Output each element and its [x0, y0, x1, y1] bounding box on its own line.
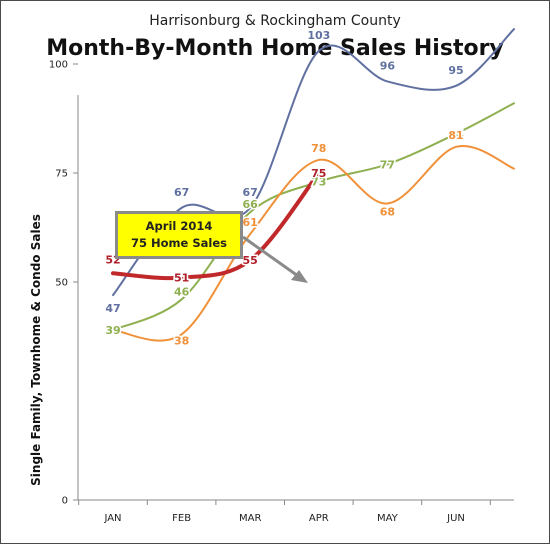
chart-subtitle: Harrisonburg & Rockingham County	[149, 13, 401, 29]
y-tick-label: 100	[49, 60, 68, 71]
series-line	[111, 171, 321, 281]
callout-box: April 2014 75 Home Sales	[115, 211, 243, 259]
callout-arrow	[242, 235, 308, 283]
x-tick-label: JAN	[103, 513, 121, 524]
data-label: 96	[380, 59, 396, 72]
arrow-head	[291, 270, 308, 283]
x-tick-label: MAY	[377, 513, 399, 524]
callout-line-1: April 2014	[145, 219, 213, 233]
data-label: 47	[105, 302, 120, 315]
data-label: 61	[243, 216, 258, 229]
data-label: 77	[380, 158, 395, 171]
x-tick-label: FEB	[172, 513, 191, 524]
arrow-shaft	[242, 235, 299, 278]
data-label: 68	[380, 206, 395, 219]
data-label: 39	[105, 324, 120, 337]
data-label: 103	[307, 29, 330, 42]
data-label: 66	[243, 198, 259, 211]
data-label: 51	[174, 272, 189, 285]
data-label: 81	[448, 129, 463, 142]
axes: 0 50 75 100 JAN FEB MAR APR MAY JUN	[49, 60, 514, 524]
data-label: 46	[174, 285, 190, 298]
series-line	[112, 28, 515, 297]
series-line	[112, 102, 515, 331]
data-label: 55	[243, 254, 258, 267]
y-tick-label: 50	[55, 278, 68, 289]
data-label: 75	[311, 167, 326, 180]
x-tick-label: JUN	[446, 513, 465, 524]
data-label: 95	[448, 64, 463, 77]
data-label: 67	[243, 186, 258, 199]
data-label: 67	[174, 186, 189, 199]
chart-title: Month-By-Month Home Sales History	[46, 36, 504, 61]
data-label: 84	[448, 128, 464, 141]
data-label: 38	[174, 334, 189, 347]
x-tick-label: MAR	[239, 513, 261, 524]
y-axis-label: Single Family, Townhome & Condo Sales	[29, 214, 43, 486]
series-lines	[111, 28, 515, 342]
series-line	[112, 144, 515, 342]
data-label: 73	[311, 176, 326, 189]
data-label: 78	[311, 142, 326, 155]
y-tick-label: 75	[55, 169, 68, 180]
x-tick-label: APR	[309, 513, 329, 524]
y-tick-label: 0	[62, 496, 68, 507]
callout-line-2: 75 Home Sales	[131, 236, 227, 250]
